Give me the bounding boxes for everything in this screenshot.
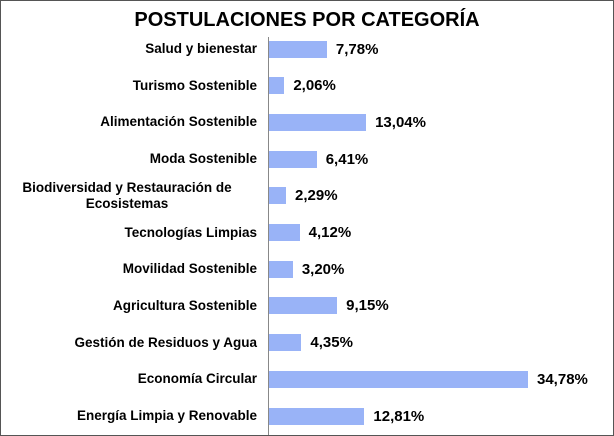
value-label: 7,78% (335, 40, 379, 58)
category-label: Tecnologías Limpias (1, 217, 257, 249)
category-label: Economía Circular (1, 363, 257, 395)
value-label: 2,29% (295, 187, 338, 205)
value-label: 3,20% (301, 260, 345, 278)
category-label: Agricultura Sostenible (1, 290, 257, 322)
bar (269, 297, 338, 315)
category-text: Biodiversidad y Restauración de Ecosiste… (22, 179, 232, 211)
value-label: 4,35% (310, 334, 353, 352)
category-text: Agricultura Sostenible (112, 297, 257, 313)
category-label: Alimentación Sostenible (1, 106, 257, 138)
category-text: Turismo Sostenible (132, 77, 257, 93)
category-label: Energía Limpia y Renovable (1, 400, 257, 432)
category-label: Movilidad Sostenible (1, 253, 257, 285)
category-label: Gestión de Residuos y Agua (1, 327, 257, 359)
bar (269, 150, 317, 168)
category-label: Moda Sostenible (1, 143, 257, 175)
category-axis (268, 37, 269, 435)
bar (269, 370, 528, 388)
category-text: Movilidad Sostenible (122, 261, 257, 277)
value-label: 9,15% (346, 297, 389, 315)
category-label: Turismo Sostenible (1, 70, 257, 102)
bar (269, 260, 293, 278)
chart-title: POSTULACIONES POR CATEGORÍA (134, 9, 480, 31)
bar (269, 113, 367, 131)
bar (269, 334, 302, 352)
value-label: 13,04% (375, 113, 426, 131)
bar (269, 407, 365, 425)
category-text: Gestión de Residuos y Agua (74, 334, 257, 350)
category-label: Salud y bienestar (1, 33, 257, 65)
bar (269, 40, 327, 58)
category-text: Alimentación Sostenible (100, 114, 257, 130)
value-label: 4,12% (308, 224, 352, 241)
value-label: 34,78% (537, 370, 588, 388)
value-label: 2,06% (293, 77, 336, 95)
value-label: 6,41% (325, 150, 369, 168)
category-text: Tecnologías Limpias (124, 224, 257, 240)
category-text: Moda Sostenible (149, 151, 257, 167)
value-label: 12,81% (373, 407, 425, 425)
bar (269, 77, 285, 95)
category-label: Biodiversidad y Restauración de Ecosiste… (1, 179, 257, 212)
bar (269, 224, 300, 241)
bar (269, 187, 287, 205)
category-text: Salud y bienestar (145, 41, 257, 56)
category-text: Energía Limpia y Renovable (76, 408, 257, 423)
category-text: Economía Circular (137, 371, 257, 387)
